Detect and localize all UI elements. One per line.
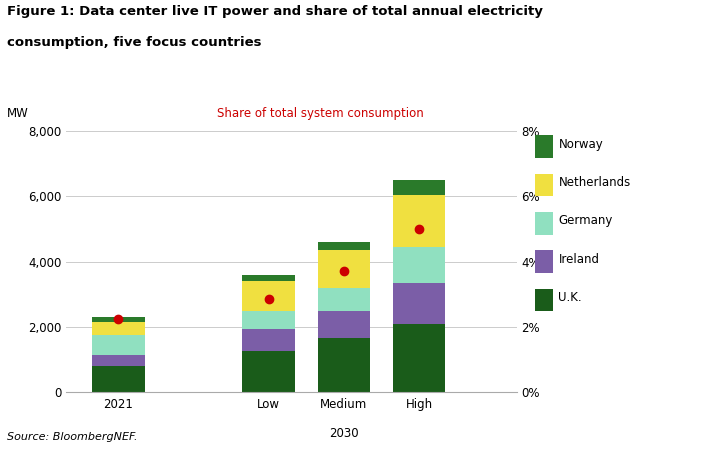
Bar	[242, 281, 295, 311]
Bar	[317, 250, 371, 288]
Text: U.K.: U.K.	[558, 291, 582, 304]
Bar	[393, 283, 446, 324]
Bar	[92, 366, 145, 392]
Text: Share of total system consumption: Share of total system consumption	[217, 106, 424, 120]
Bar	[317, 242, 371, 250]
Bar	[317, 338, 371, 392]
Bar	[317, 288, 371, 311]
Bar	[393, 247, 446, 283]
Bar	[242, 329, 295, 351]
Bar	[393, 194, 446, 247]
Text: Ireland: Ireland	[558, 253, 599, 266]
Bar	[92, 335, 145, 355]
Bar	[92, 322, 145, 335]
Text: Source: BloombergNEF.: Source: BloombergNEF.	[7, 432, 138, 442]
Bar	[242, 351, 295, 392]
Text: Germany: Germany	[558, 215, 613, 227]
Text: Norway: Norway	[558, 138, 603, 151]
Bar	[242, 311, 295, 329]
Bar	[393, 324, 446, 392]
Text: MW: MW	[7, 107, 28, 120]
Text: consumption, five focus countries: consumption, five focus countries	[7, 36, 262, 49]
Bar	[393, 180, 446, 194]
Bar	[92, 317, 145, 322]
Text: Netherlands: Netherlands	[558, 176, 630, 189]
Text: 2030: 2030	[329, 427, 359, 440]
Text: Figure 1: Data center live IT power and share of total annual electricity: Figure 1: Data center live IT power and …	[7, 5, 543, 18]
Bar	[242, 275, 295, 281]
Bar	[92, 355, 145, 366]
Bar	[317, 311, 371, 338]
